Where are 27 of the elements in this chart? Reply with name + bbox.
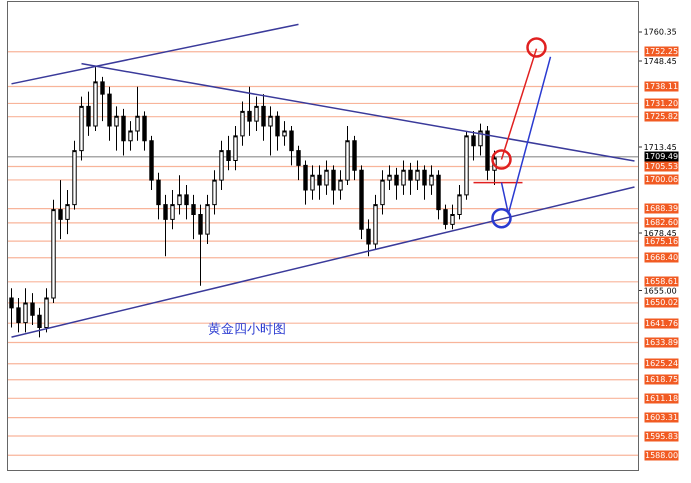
y-tick-label: 1655.00 (644, 286, 677, 296)
ref-line-label: 1595.83 (645, 432, 678, 441)
ref-line-label: 1625.24 (645, 359, 678, 368)
y-tick-label: 1713.45 (644, 142, 677, 152)
ref-line-label: 1752.25 (645, 47, 678, 56)
ref-line-label: 1650.02 (645, 298, 678, 307)
ref-line-label: 1588.00 (645, 451, 678, 460)
ref-line-label: 1618.75 (645, 375, 678, 384)
ref-line-label: 1658.61 (645, 277, 678, 286)
ref-line-label: 1705.53 (645, 162, 678, 171)
ref-line-label: 1675.16 (645, 237, 678, 246)
ref-line-label: 1641.76 (645, 319, 678, 328)
ref-line-label: 1709.49 (645, 152, 678, 161)
y-tick-label: 1678.45 (644, 228, 677, 238)
ref-line-label: 1633.89 (645, 338, 678, 347)
ref-line-label: 1731.20 (645, 99, 678, 108)
ref-line-label: 1725.82 (645, 112, 678, 121)
ref-line-label: 1738.11 (645, 82, 678, 91)
ref-line-label: 1668.40 (645, 253, 678, 262)
y-tick-label: 1760.35 (644, 28, 677, 37)
ref-line-label: 1700.06 (645, 175, 678, 184)
ref-line-label: 1682.60 (645, 218, 678, 227)
ref-line-label: 1611.18 (645, 394, 678, 403)
annotation: 黄金四小时图 (208, 322, 286, 337)
y-tick-label: 1748.45 (644, 56, 677, 66)
ref-line-label: 1603.31 (645, 413, 678, 422)
ref-line-label: 1688.39 (645, 204, 678, 213)
